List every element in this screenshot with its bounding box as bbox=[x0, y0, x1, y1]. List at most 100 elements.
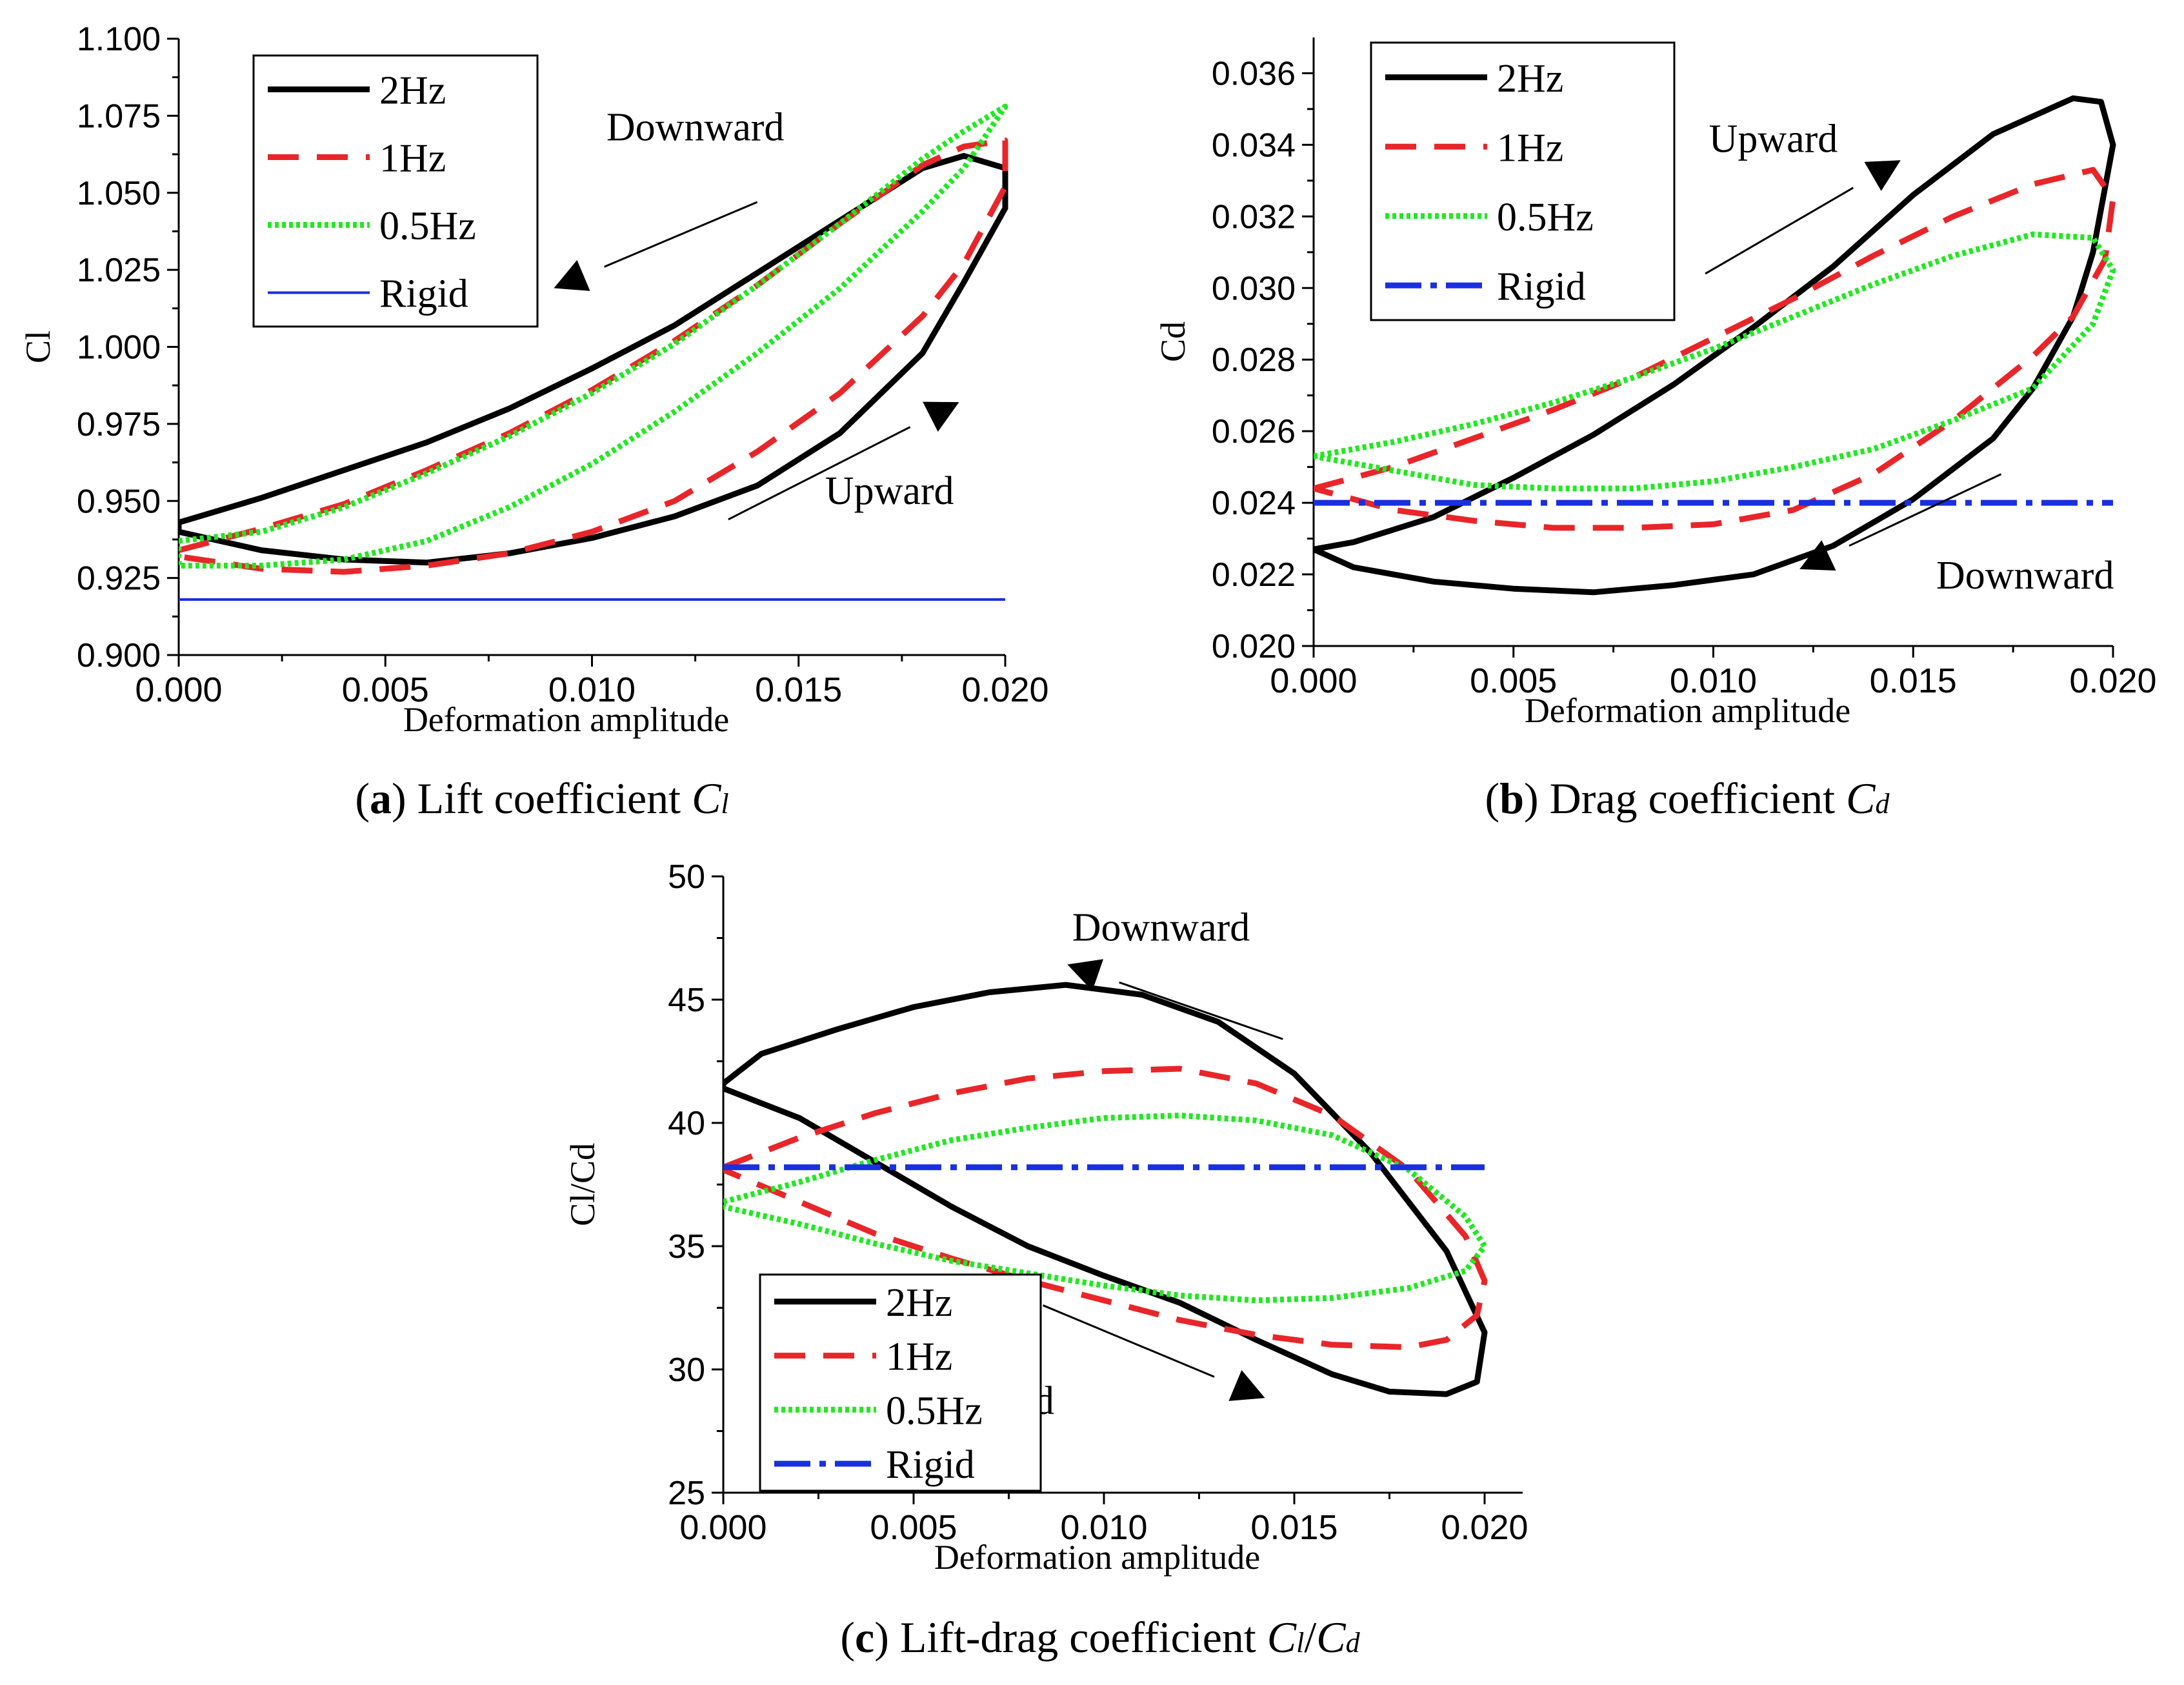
x-tick-label: 0.000 bbox=[1270, 661, 1357, 700]
chart-b: 0.000 0.005 0.010 0.015 0.020 0.020 0.022 0.024… bbox=[1154, 37, 2157, 823]
caption-letter: b bbox=[1499, 774, 1524, 823]
y-tick-label: 0.975 bbox=[77, 406, 161, 443]
caption-symbol: C bbox=[1267, 1613, 1297, 1662]
x-tick-label: 0.000 bbox=[679, 1508, 766, 1547]
y-tick-label: 0.034 bbox=[1212, 126, 1296, 164]
legend: 2Hz 1Hz 0.5Hz Rigid bbox=[759, 1273, 1042, 1492]
x-tick-label: 0.000 bbox=[135, 671, 222, 709]
caption: (a) Lift coefficient Cl bbox=[355, 774, 728, 823]
y-tick-label: 0.020 bbox=[1212, 628, 1296, 665]
caption-subscript: d bbox=[1875, 788, 1890, 820]
x-tick-label: 0.020 bbox=[1441, 1508, 1528, 1547]
annotation-line bbox=[604, 201, 758, 268]
caption-subscript2: d bbox=[1346, 1627, 1361, 1659]
caption-slash: / bbox=[1304, 1613, 1316, 1662]
x-axis-label: Deformation amplitude bbox=[1525, 691, 1850, 730]
y-tick-label: 0.950 bbox=[77, 483, 161, 520]
y-tick-label: 30 bbox=[668, 1351, 705, 1389]
y-tick-label: 1.050 bbox=[77, 175, 161, 212]
chart-c: 0.000 0.005 0.010 0.015 0.020 25 30 35 40 45 50 Def… bbox=[563, 858, 1528, 1662]
legend-label-2Hz: 2Hz bbox=[1497, 57, 1563, 101]
y-tick-label: 0.925 bbox=[77, 560, 161, 598]
annotation-line bbox=[728, 426, 911, 521]
caption-symbol: C bbox=[692, 774, 721, 823]
series-0.5Hz-line bbox=[1314, 231, 2116, 492]
x-tick-label: 0.010 bbox=[1670, 661, 1757, 700]
y-tick-label: 0.024 bbox=[1212, 485, 1296, 522]
series-0.5Hz-line bbox=[179, 103, 1008, 569]
arrowhead bbox=[1228, 1369, 1265, 1401]
legend-label-Rigid: Rigid bbox=[379, 272, 468, 316]
caption-text: ) Drag coefficient bbox=[1524, 774, 1846, 823]
x-tick-label: 0.005 bbox=[1470, 661, 1557, 700]
y-tick-label: 0.028 bbox=[1212, 341, 1296, 379]
caption-symbol2: C bbox=[1316, 1613, 1346, 1662]
annotation-line bbox=[1043, 1304, 1215, 1378]
y-tick-label: 1.000 bbox=[77, 329, 161, 367]
annotation-downward: Downward bbox=[606, 106, 785, 150]
y-tick-label: 0.026 bbox=[1212, 413, 1296, 450]
legend-label-Rigid: Rigid bbox=[886, 1443, 975, 1487]
legend-label-0.5Hz: 0.5Hz bbox=[379, 205, 476, 248]
caption-open: ( bbox=[840, 1613, 855, 1662]
y-tick-label: 0.030 bbox=[1212, 270, 1296, 307]
x-tick-label: 0.010 bbox=[1060, 1508, 1147, 1547]
caption-letter: a bbox=[370, 774, 392, 823]
y-tick-label: 0.022 bbox=[1212, 556, 1296, 594]
annotation-downward: Downward bbox=[1072, 905, 1250, 949]
caption-subscript: l bbox=[721, 788, 728, 820]
y-tick-label: 0.900 bbox=[77, 637, 161, 674]
legend-label-1Hz: 1Hz bbox=[1497, 126, 1563, 170]
caption-symbol: C bbox=[1846, 774, 1876, 823]
x-tick-label: 0.020 bbox=[2069, 661, 2156, 700]
series-2Hz-line bbox=[1314, 95, 2116, 596]
x-tick-label: 0.010 bbox=[548, 671, 636, 709]
legend-box bbox=[1370, 41, 1676, 321]
arrowhead bbox=[1799, 540, 1836, 571]
legend-box bbox=[252, 54, 539, 328]
caption-text: ) Lift-drag coefficient bbox=[874, 1613, 1267, 1662]
chart-a: 0.000 0.005 0.010 0.015 0.020 0.900 0.925 0.950… bbox=[19, 21, 1049, 823]
annotation-downward: Downward bbox=[1936, 554, 2114, 598]
caption-open: ( bbox=[1485, 774, 1500, 823]
annotation-upward: Upward bbox=[825, 469, 954, 513]
y-tick-label: 40 bbox=[668, 1105, 705, 1142]
legend-label-1Hz: 1Hz bbox=[886, 1335, 952, 1379]
legend-label-Rigid: Rigid bbox=[1497, 265, 1586, 308]
x-tick-label: 0.015 bbox=[1870, 661, 1957, 700]
legend-label-2Hz: 2Hz bbox=[886, 1281, 952, 1325]
y-tick-label: 1.100 bbox=[77, 21, 161, 58]
annotation-line bbox=[1848, 473, 2002, 547]
x-tick-label: 0.005 bbox=[342, 671, 429, 709]
y-tick-label: 0.032 bbox=[1212, 198, 1296, 236]
x-axis-label: Deformation amplitude bbox=[934, 1538, 1260, 1577]
annotation-line bbox=[1119, 981, 1283, 1040]
y-tick-label: 35 bbox=[668, 1228, 705, 1266]
y-tick-label: 45 bbox=[668, 982, 705, 1019]
arrowhead bbox=[923, 401, 959, 432]
caption-open: ( bbox=[355, 774, 370, 823]
arrowhead bbox=[1067, 959, 1104, 991]
legend-label-1Hz: 1Hz bbox=[379, 137, 446, 181]
legend: 2Hz 1Hz 0.5Hz Rigid bbox=[1370, 41, 1676, 321]
y-axis-label: Cl/Cd bbox=[563, 1143, 602, 1226]
series-2Hz-line bbox=[179, 153, 1008, 566]
series-2Hz-line bbox=[723, 982, 1488, 1397]
caption: (b) Drag coefficient Cd bbox=[1485, 774, 1890, 823]
legend-label-2Hz: 2Hz bbox=[379, 69, 446, 113]
arrowhead bbox=[1864, 160, 1901, 191]
legend: 2Hz 1Hz 0.5Hz Rigid bbox=[252, 54, 539, 328]
x-tick-label: 0.005 bbox=[870, 1508, 957, 1547]
caption-text: ) Lift coefficient bbox=[392, 774, 692, 823]
legend-label-0.5Hz: 0.5Hz bbox=[886, 1389, 983, 1433]
x-tick-label: 0.015 bbox=[1250, 1508, 1337, 1547]
caption: (c) Lift-drag coefficient Cl/Cd bbox=[840, 1613, 1360, 1662]
x-tick-label: 0.015 bbox=[755, 671, 842, 709]
y-tick-label: 50 bbox=[668, 858, 705, 896]
legend-box bbox=[759, 1273, 1042, 1492]
y-tick-label: 25 bbox=[668, 1475, 705, 1512]
series-0.5Hz-line bbox=[723, 1113, 1488, 1304]
caption-subscript: l bbox=[1296, 1627, 1304, 1659]
y-tick-label: 0.036 bbox=[1212, 55, 1296, 92]
